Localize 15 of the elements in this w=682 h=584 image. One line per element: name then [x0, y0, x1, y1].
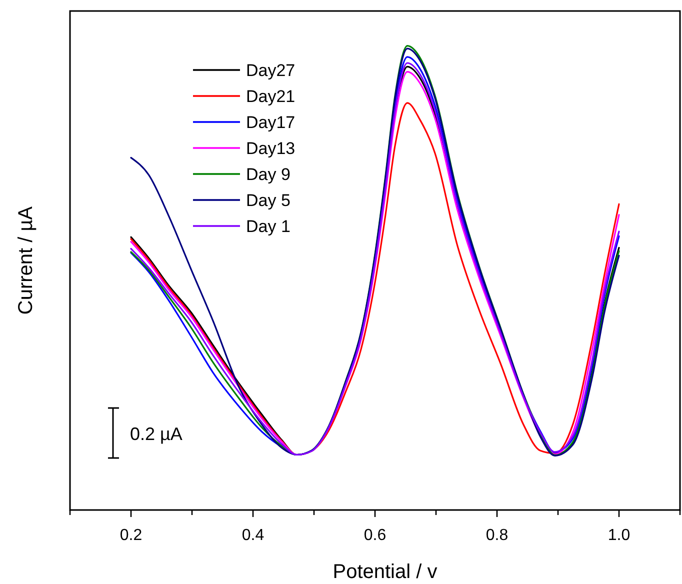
- x-tick-label: 0.8: [486, 527, 508, 544]
- legend-label: Day 1: [246, 217, 290, 236]
- x-tick-label: 0.4: [242, 527, 264, 544]
- x-tick-label: 0.2: [120, 527, 142, 544]
- legend-label: Day 5: [246, 191, 290, 210]
- x-tick-label: 0.6: [364, 527, 386, 544]
- legend-label: Day27: [246, 61, 296, 80]
- legend-label: Day17: [246, 113, 296, 132]
- legend-label: Day21: [246, 87, 296, 106]
- x-axis-title: Potential / v: [332, 561, 438, 583]
- annotation: 0.2 µA: [130, 424, 182, 444]
- legend-label: Day13: [246, 139, 296, 158]
- legend-label: Day 9: [246, 165, 290, 184]
- y-axis-title: Current / µA: [15, 206, 37, 315]
- x-tick-label: 1.0: [608, 527, 630, 544]
